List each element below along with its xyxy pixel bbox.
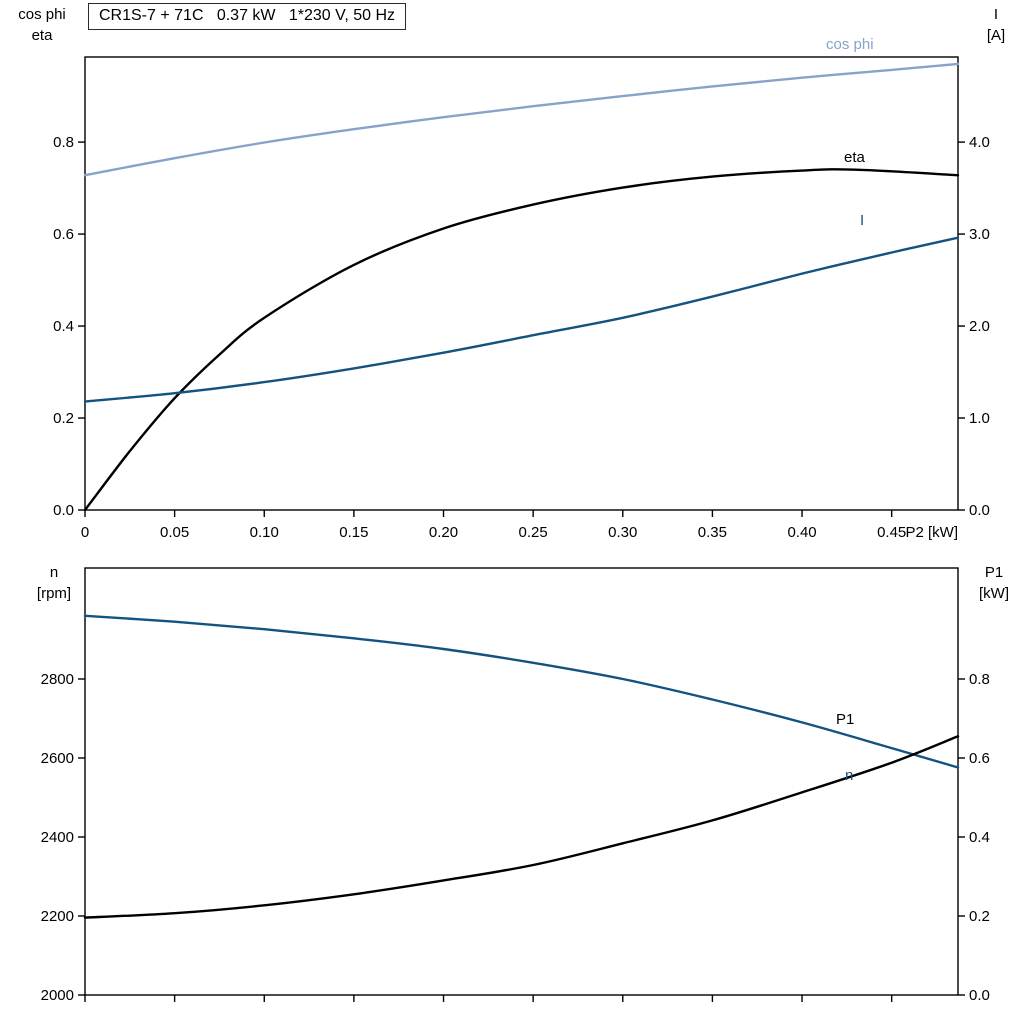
x-tick-label: 0.30	[608, 524, 637, 541]
top-chart-left-axis-title: cos phi eta	[4, 4, 80, 46]
right-tick-label: 2.0	[969, 318, 990, 335]
left-tick-label: 2400	[41, 829, 74, 846]
x-tick-label: 0.25	[519, 524, 548, 541]
axis-title-eta: eta	[31, 27, 53, 44]
chart-title: CR1S-7 + 71C 0.37 kW 1*230 V, 50 Hz	[88, 3, 407, 30]
curve-i	[83, 236, 960, 403]
x-tick-label: 0.10	[250, 524, 279, 541]
axis-title-speed: n	[49, 564, 59, 581]
curve-label-p1: P1	[836, 711, 855, 728]
axis-title-speed-unit: [rpm]	[36, 585, 72, 602]
x-tick-label: 0.05	[160, 524, 189, 541]
right-tick-label: 0.0	[969, 987, 990, 1004]
axis-title-p1: P1	[984, 564, 1004, 581]
left-tick-label: 0.6	[53, 226, 74, 243]
right-tick-label: 0.4	[969, 829, 990, 846]
left-tick-label: 2800	[41, 671, 74, 688]
x-axis-title: P2 [kW]	[905, 524, 958, 541]
curve-label-speed: n	[845, 767, 854, 784]
axis-title-p1-unit: [kW]	[979, 585, 1009, 602]
curve-label-current: I	[860, 212, 865, 229]
right-tick-label: 3.0	[969, 226, 990, 243]
right-tick-label: 0.8	[969, 671, 990, 688]
curve-label-eta: eta	[844, 149, 865, 166]
bottom-chart-right-axis-title: P1 [kW]	[966, 562, 1022, 604]
left-tick-label: 0.4	[53, 318, 74, 335]
axis-title-current: I	[993, 6, 999, 23]
plot-frame-0	[84, 56, 959, 511]
x-tick-label: 0.20	[429, 524, 458, 541]
bottom-chart-left-axis-title: n [rpm]	[22, 562, 86, 604]
right-tick-label: 0.6	[969, 750, 990, 767]
left-tick-label: 0.2	[53, 410, 74, 427]
x-tick-label: 0.45	[877, 524, 906, 541]
curve-eta	[83, 168, 960, 512]
right-tick-label: 0.0	[969, 502, 990, 519]
right-tick-label: 4.0	[969, 134, 990, 151]
right-tick-label: 0.2	[969, 908, 990, 925]
axis-title-current-unit: [A]	[986, 27, 1006, 44]
axis-title-cos-phi: cos phi	[18, 6, 66, 23]
curve-p1	[83, 735, 960, 919]
left-tick-label: 2600	[41, 750, 74, 767]
curve-cos-phi	[83, 62, 960, 177]
x-tick-label: 0.40	[787, 524, 816, 541]
plot-frame-1	[84, 567, 959, 996]
x-tick-label: 0	[81, 524, 89, 541]
x-tick-label: 0.15	[339, 524, 368, 541]
left-tick-label: 2200	[41, 908, 74, 925]
curve-label-cos-phi: cos phi	[826, 36, 874, 53]
right-tick-label: 1.0	[969, 410, 990, 427]
top-chart-right-axis-title: I [A]	[972, 4, 1020, 46]
curve-n	[83, 614, 960, 769]
x-tick-label: 0.35	[698, 524, 727, 541]
left-tick-label: 0.8	[53, 134, 74, 151]
left-tick-label: 0.0	[53, 502, 74, 519]
left-tick-label: 2000	[41, 987, 74, 1004]
